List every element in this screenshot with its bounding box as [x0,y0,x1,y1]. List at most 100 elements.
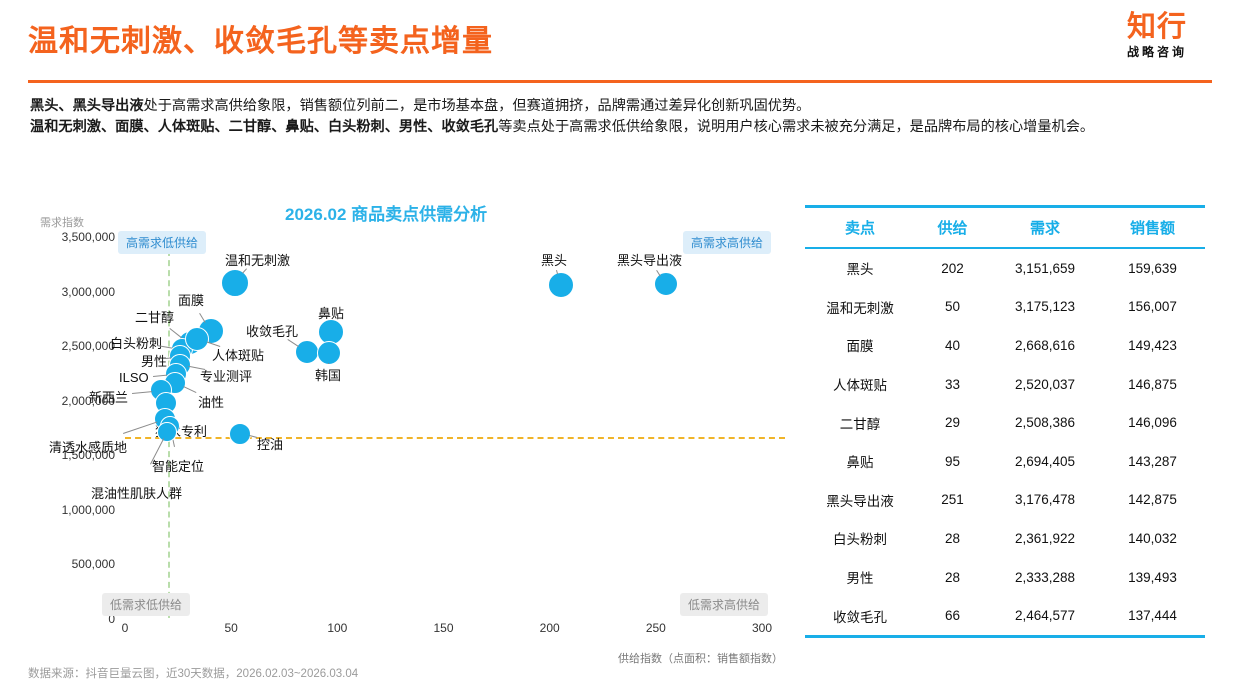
table-row: 收敛毛孔 66 2,464,577 137,444 [805,596,1205,635]
table-header-row: 卖点 供给 需求 销售额 [805,207,1205,249]
table-cell-3: 149,423 [1128,337,1177,353]
table-cell-2: 2,361,922 [1014,530,1076,546]
table-cell-1: 28 [944,569,961,585]
table-cell-3: 159,639 [1128,260,1177,276]
horizontal-reference-line [125,437,785,439]
table-cell-2: 2,668,616 [1014,337,1076,353]
x-axis-tick: 0 [121,621,129,635]
table-body: 黑头 202 3,151,659 159,639 温和无刺激 50 3,175,123 156… [805,248,1205,635]
bubble-point[interactable] [221,269,249,297]
table-cell-0: 收敛毛孔 [833,609,887,625]
label-leader-line [122,421,157,435]
bubble-label: 油性 [198,395,225,410]
table-cell-3: 143,287 [1128,453,1177,469]
bubble-label: 专业测评 [200,369,253,384]
ranking-table: 卖点 供给 需求 销售额 黑头 202 3,151,659 159,639 温和无刺激 5… [805,205,1205,635]
table-row: 面膜 40 2,668,616 149,423 [805,326,1205,365]
table-header-cell-2: 需求 [1029,220,1060,237]
y-axis-tick: 1,500,000 [61,448,115,463]
bubble-label: ILSO [119,370,149,385]
bubble-point[interactable] [157,422,177,442]
bubble-point[interactable] [654,272,678,296]
x-axis-tick: 150 [433,621,454,635]
bubble-point[interactable] [318,319,344,345]
bubble-label: 温和无刺激 [225,253,291,268]
label-leader-line [169,327,183,338]
summary-line-2-highlight: 温和无刺激、面膜、人体斑贴、二甘醇、鼻贴、白头粉刺、男性、收敛毛孔 [30,119,499,135]
bubble-point[interactable] [229,423,251,445]
table-cell-1: 202 [941,260,964,276]
table-bottom-rule [805,635,1205,638]
bubble-label: 二甘醇 [135,310,175,325]
table-row: 鼻贴 95 2,694,405 143,287 [805,442,1205,481]
table-cell-0: 二甘醇 [839,416,881,432]
table-cell-2: 3,151,659 [1014,260,1076,276]
y-axis-tick: 500,000 [71,557,115,572]
quadrant-label: 低需求高供给 [680,593,769,616]
table-row: 黑头 202 3,151,659 159,639 [805,248,1205,288]
table-cell-0: 黑头导出液 [826,493,894,509]
summary-line-2-text: 等卖点处于高需求低供给象限，说明用户核心需求未被充分满足，是品牌布局的核心增量机… [498,119,1095,135]
table-header-cell-3: 销售额 [1129,220,1175,237]
logo-primary-text: 知行 [1126,11,1187,43]
chart-title: 2026.02 商品卖点供需分析 [285,205,488,224]
y-axis-tick: 3,500,000 [61,230,115,244]
table-cell-0: 鼻贴 [846,455,874,471]
table-cell-1: 28 [944,530,961,546]
bubble-label: 韩国 [315,368,342,383]
bubble-label: 收敛毛孔 [246,324,299,339]
bubble-label: 鼻贴 [318,306,345,321]
chart-footnote: 数据来源：抖音巨量云图，近30天数据，2026.02.03~2026.03.04 [28,668,359,680]
logo-secondary-text: 战略咨询 [1126,45,1187,60]
table-cell-0: 黑头 [846,262,874,278]
page-title: 温和无刺激、收敛毛孔等卖点增量 [28,25,493,58]
bubble-point[interactable] [295,340,319,364]
bubble-point[interactable] [548,272,574,298]
label-leader-line [131,390,153,394]
bubble-label: 黑头 [541,253,568,268]
y-axis-tick: 2,500,000 [61,339,115,354]
bubble-label: 面膜 [178,293,205,308]
table-row: 白头粉刺 28 2,361,922 140,032 [805,519,1205,558]
table-head: 卖点 供给 需求 销售额 [805,206,1205,249]
page-header: 温和无刺激、收敛毛孔等卖点增量 知行 战略咨询 [0,0,1240,86]
table-cell-1: 33 [944,376,961,392]
table-cell-2: 2,464,577 [1014,608,1076,624]
summary-line-2: 温和无刺激、面膜、人体斑贴、二甘醇、鼻贴、白头粉刺、男性、收敛毛孔等卖点处于高需… [30,117,1215,138]
y-axis-title: 需求指数 [40,217,84,229]
plot-area: 0 500,000 1,000,000 1,500,000 2,000,000 2,500… [0,195,800,665]
summary-line-1-highlight: 黑头、黑头导出液 [30,98,144,114]
bubble-label: 人体斑贴 [212,348,265,363]
table-cell-2: 2,333,288 [1014,569,1076,585]
bubble-label: 智能定位 [152,459,205,474]
table-row: 温和无刺激 50 3,175,123 156,007 [805,288,1205,327]
table-cell-1: 251 [941,492,964,508]
bubble-label: 新西兰 [89,390,129,405]
table-cell-3: 140,032 [1128,530,1177,546]
table-header-cell-1: 供给 [937,220,968,237]
table-cell-2: 2,520,037 [1014,376,1076,392]
table-cell-3: 137,444 [1128,608,1177,624]
table-row: 二甘醇 29 2,508,386 146,096 [805,403,1205,442]
table-cell-2: 3,176,478 [1014,492,1076,508]
table-cell-3: 156,007 [1128,299,1177,315]
bubble-label: 混油性肌肤人群 [91,486,183,501]
table-cell-0: 白头粉刺 [833,532,887,548]
bubble-label: 白头粉刺 [110,336,163,351]
x-axis-tick: 200 [539,621,560,635]
table-row: 男性 28 2,333,288 139,493 [805,558,1205,597]
brand-logo: 知行 战略咨询 [1102,12,1212,60]
table-cell-2: 2,694,405 [1014,453,1076,469]
x-axis-tick: 50 [224,621,238,635]
bubble-label: 清透水感质地 [49,440,128,455]
bubble-point[interactable] [185,327,209,351]
table-row: 黑头导出液 251 3,176,478 142,875 [805,481,1205,520]
summary-paragraph: 黑头、黑头导出液处于高需求高供给象限，销售额位列前二，是市场基本盘，但赛道拥挤，… [30,96,1215,138]
quadrant-label: 低需求低供给 [102,593,191,616]
x-axis-tick: 250 [645,621,666,635]
label-leader-line [183,385,197,393]
table-cell-0: 人体斑贴 [833,378,887,394]
x-axis-tick: 100 [327,621,348,635]
bubble-label: 男性 [141,354,168,369]
bubble-point[interactable] [317,341,341,365]
